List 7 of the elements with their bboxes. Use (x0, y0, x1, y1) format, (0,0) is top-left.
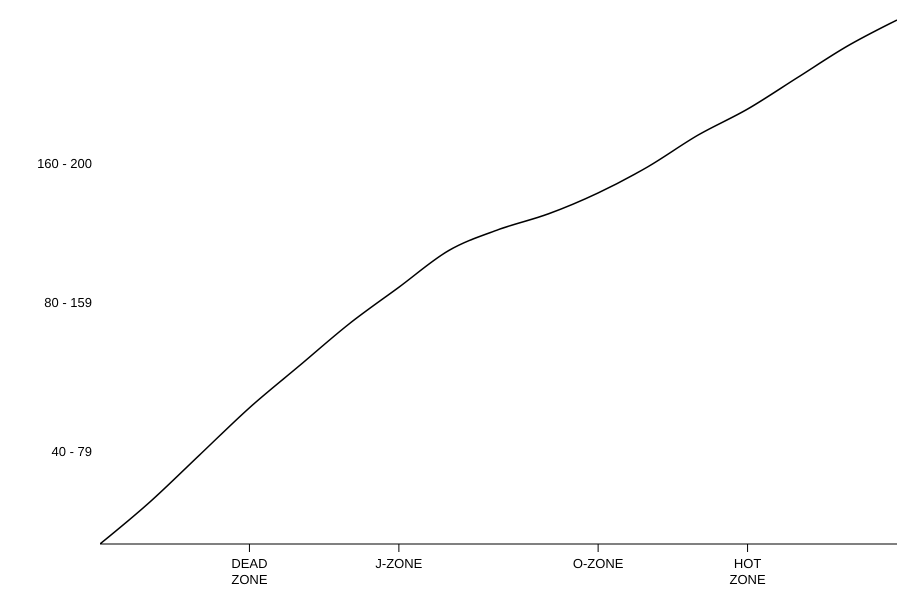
x-tick-label: DEAD ZONE (231, 556, 268, 587)
x-tick-label: HOT ZONE (730, 556, 766, 587)
text: 80 - 159 (43, 294, 92, 310)
text: 40 - 79 (50, 444, 92, 460)
x-tick-label: O-ZONE (572, 556, 624, 571)
x-tick-label: J-ZONE (375, 556, 423, 571)
text: 160 - 200 (36, 156, 92, 172)
